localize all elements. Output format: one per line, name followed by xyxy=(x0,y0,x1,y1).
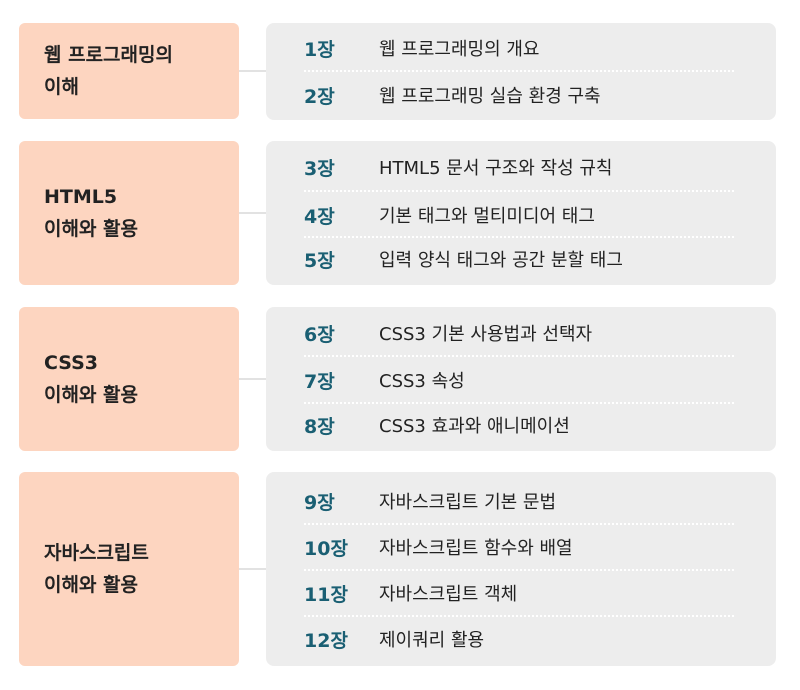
part-title-line: CSS3 xyxy=(44,352,99,374)
chapter-item: 3장 HTML5 문서 구조와 작성 규칙 xyxy=(266,144,776,190)
chapter-number: 7장 xyxy=(304,370,335,393)
chapter-title: CSS3 효과와 애니메이션 xyxy=(379,416,570,437)
part-box: 웹 프로그래밍의 이해 xyxy=(19,23,239,119)
part-title-line: 자바스크립트 xyxy=(44,542,149,564)
chapter-number: 4장 xyxy=(304,205,335,228)
chapter-item: 2장 웹 프로그래밍 실습 환경 구축 xyxy=(266,72,776,118)
chapter-list: 6장 CSS3 기본 사용법과 선택자 7장 CSS3 속성 8장 CSS3 효… xyxy=(266,307,776,451)
chapter-title: 자바스크립트 객체 xyxy=(379,584,518,605)
chapter-list: 9장 자바스크립트 기본 문법 10장 자바스크립트 함수와 배열 11장 자바… xyxy=(266,472,776,666)
chapter-number: 3장 xyxy=(304,157,335,180)
dotted-divider xyxy=(304,70,734,72)
chapter-number: 11장 xyxy=(304,583,348,606)
part-title-line: HTML5 xyxy=(44,186,118,208)
chapter-item: 7장 CSS3 속성 xyxy=(266,357,776,403)
dotted-divider xyxy=(304,355,734,357)
part-box: CSS3 이해와 활용 xyxy=(19,307,239,451)
chapter-item: 4장 기본 태그와 멀티미디어 태그 xyxy=(266,192,776,238)
chapter-title: 입력 양식 태그와 공간 분할 태그 xyxy=(379,250,623,271)
part-title-line: 이해와 활용 xyxy=(44,218,139,240)
chapter-number: 12장 xyxy=(304,629,348,652)
chapter-title: 자바스크립트 기본 문법 xyxy=(379,492,557,513)
chapter-title: HTML5 문서 구조와 작성 규칙 xyxy=(379,158,613,179)
chapter-number: 2장 xyxy=(304,85,335,108)
part-title-line: 이해와 활용 xyxy=(44,384,139,406)
part-title-line: 웹 프로그래밍의 xyxy=(44,44,173,66)
part-title-line: 이해 xyxy=(44,76,79,98)
chapter-number: 5장 xyxy=(304,249,335,272)
dotted-divider xyxy=(304,236,734,238)
chapter-item: 6장 CSS3 기본 사용법과 선택자 xyxy=(266,310,776,356)
chapter-number: 1장 xyxy=(304,38,335,61)
chapter-number: 8장 xyxy=(304,415,335,438)
chapter-list: 1장 웹 프로그래밍의 개요 2장 웹 프로그래밍 실습 환경 구축 xyxy=(266,23,776,120)
chapter-list: 3장 HTML5 문서 구조와 작성 규칙 4장 기본 태그와 멀티미디어 태그… xyxy=(266,141,776,285)
dotted-divider xyxy=(304,615,734,617)
dotted-divider xyxy=(304,569,734,571)
chapter-item: 5장 입력 양식 태그와 공간 분할 태그 xyxy=(266,236,776,282)
chapter-item: 8장 CSS3 효과와 애니메이션 xyxy=(266,402,776,448)
chapter-title: 웹 프로그래밍의 개요 xyxy=(379,39,540,60)
connector-line xyxy=(239,212,266,214)
connector-line xyxy=(239,568,266,570)
chapter-title: CSS3 속성 xyxy=(379,371,465,392)
chapter-title: 제이쿼리 활용 xyxy=(379,630,485,651)
dotted-divider xyxy=(304,190,734,192)
chapter-item: 1장 웹 프로그래밍의 개요 xyxy=(266,25,776,71)
chapter-item: 10장 자바스크립트 함수와 배열 xyxy=(266,524,776,570)
part-box: HTML5 이해와 활용 xyxy=(19,141,239,285)
chapter-title: 웹 프로그래밍 실습 환경 구축 xyxy=(379,86,601,107)
dotted-divider xyxy=(304,523,734,525)
chapter-number: 9장 xyxy=(304,491,335,514)
chapter-title: 자바스크립트 함수와 배열 xyxy=(379,538,573,559)
chapter-item: 9장 자바스크립트 기본 문법 xyxy=(266,478,776,524)
chapter-number: 10장 xyxy=(304,537,348,560)
dotted-divider xyxy=(304,402,734,404)
chapter-item: 11장 자바스크립트 객체 xyxy=(266,570,776,616)
part-title-line: 이해와 활용 xyxy=(44,574,139,596)
chapter-item: 12장 제이쿼리 활용 xyxy=(266,616,776,662)
chapter-number: 6장 xyxy=(304,323,335,346)
chapter-title: CSS3 기본 사용법과 선택자 xyxy=(379,324,593,345)
part-box: 자바스크립트 이해와 활용 xyxy=(19,472,239,666)
connector-line xyxy=(239,70,266,72)
chapter-title: 기본 태그와 멀티미디어 태그 xyxy=(379,206,595,227)
connector-line xyxy=(239,378,266,380)
